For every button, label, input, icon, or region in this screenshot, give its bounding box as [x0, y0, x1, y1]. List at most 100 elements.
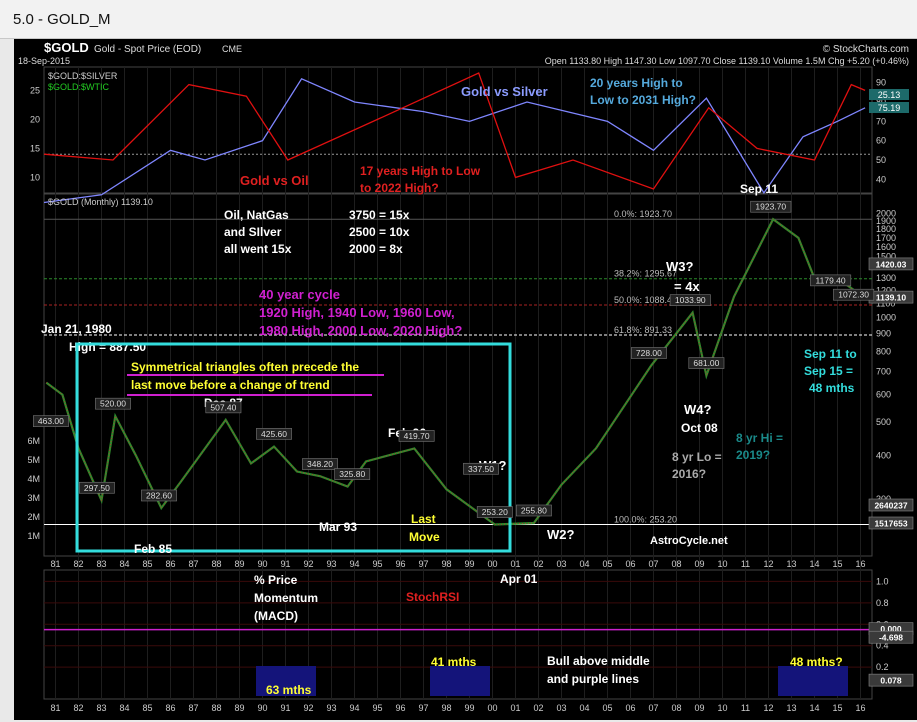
wave-w2: W2? — [547, 527, 575, 542]
x-tick-label-bottom: 00 — [487, 703, 497, 713]
price-tick: 700 — [876, 366, 891, 376]
window-title-bar: 5.0 - GOLD_M — [0, 0, 917, 39]
x-tick-label: 92 — [303, 559, 313, 569]
point-label-box — [95, 397, 131, 410]
annotation-cycle-2: 1980 High, 2000 Low, 2020 High? — [259, 323, 462, 338]
annotation-41mths: 41 mths — [431, 655, 477, 669]
indicator-badge-text: -4.698 — [879, 633, 903, 643]
point-label-255.80: 255.80 — [521, 505, 547, 515]
indicator-badge-text: 0.078 — [880, 676, 902, 686]
x-tick-label-bottom: 82 — [73, 703, 83, 713]
price-badge — [868, 498, 914, 512]
wave-w4: W4? — [684, 402, 712, 417]
point-label-box — [79, 481, 115, 494]
annotation-sep-3: 48 mths — [809, 381, 855, 395]
annotation-ratio-3: 2000 = 8x — [349, 242, 403, 256]
point-label-box — [256, 428, 292, 440]
x-tick-label: 89 — [234, 559, 244, 569]
annotation-gold-vs-oil: Gold vs Oil — [240, 173, 309, 188]
x-tick-label: 91 — [280, 559, 290, 569]
x-tick-label: 03 — [556, 559, 566, 569]
point-labels: 463.00 520.00 297.50 282.60 507.40 425.60 348.… — [32, 200, 875, 518]
volume-tick: 1M — [27, 531, 40, 541]
wave-w3: W3? — [666, 259, 694, 274]
x-tick-label-bottom: 01 — [510, 703, 520, 713]
x-tick-label: 99 — [464, 559, 474, 569]
price-panel — [43, 193, 873, 557]
annotation-63mths: 63 mths — [266, 683, 312, 697]
x-tick-label: 94 — [349, 559, 359, 569]
point-label-box — [833, 288, 875, 301]
price-badge-text: 1420.03 — [876, 259, 907, 269]
badge-ratio-silver — [869, 89, 909, 100]
annotation-last: Last — [411, 512, 436, 526]
indicator-label-3: (MACD) — [254, 609, 298, 623]
x-tick-label-bottom: 03 — [556, 703, 566, 713]
point-label-297.50: 297.50 — [84, 483, 110, 493]
price-tick: 1500 — [876, 252, 896, 262]
x-tick-label: 90 — [257, 559, 267, 569]
x-tick-label-bottom: 13 — [786, 703, 796, 713]
annotation-20yr-1: 20 years High to — [590, 76, 683, 90]
point-label-box — [688, 357, 725, 369]
symbol-label: $GOLD — [44, 40, 89, 55]
point-label-325.80: 325.80 — [339, 469, 365, 479]
x-tick-label-bottom: 11 — [741, 703, 750, 713]
badge-ratio-oil — [869, 102, 909, 113]
volume-tick: 3M — [27, 493, 40, 503]
annotation-8yr-hi-2: 2019? — [736, 448, 770, 462]
gold-chart: $GOLD Gold - Spot Price (EOD) CME © Stoc… — [14, 39, 917, 720]
point-label-box — [141, 489, 177, 502]
price-badges: 1420.03 1139.10 2640237 1517653 — [868, 257, 914, 530]
oversold-block-2 — [430, 666, 490, 696]
point-label-419.70: 419.70 — [404, 431, 430, 441]
annotation-gold-vs-silver: Gold vs Silver — [461, 84, 548, 99]
wave-w3-ratio: = 4x — [674, 279, 700, 294]
date-label: 18-Sep-2015 — [18, 56, 70, 66]
annotation-ratio-2: 2500 = 10x — [349, 225, 410, 239]
price-badge — [868, 257, 914, 271]
price-tick: 1200 — [876, 285, 896, 295]
volume-tick: 6M — [27, 436, 40, 446]
gold-silver-ratio-line — [43, 77, 866, 204]
x-tick-label: 02 — [533, 559, 543, 569]
ratio-right-tick: 90 — [876, 78, 886, 88]
price-tick: 2000 — [876, 208, 896, 218]
watermark: © StockCharts.com — [823, 44, 909, 55]
x-tick-label: 84 — [119, 559, 129, 569]
price-badge-text: 2640237 — [874, 501, 907, 511]
badge-ratio-oil-text: 75.19 — [878, 103, 901, 113]
x-tick-label: 81 — [50, 559, 60, 569]
gold-price-candles — [46, 218, 866, 525]
indicator-tick: 1.0 — [876, 576, 889, 586]
x-tick-label-bottom: 81 — [50, 703, 60, 713]
fib-level-label: 100.0%: 253.20 — [614, 515, 677, 525]
point-label-box — [398, 430, 435, 442]
point-label-box — [302, 458, 338, 470]
annotation-sep11: Sep 11 — [740, 182, 778, 196]
x-tick-label-bottom: 97 — [418, 703, 428, 713]
annotation-oil-2: and SIlver — [224, 225, 282, 239]
volume-tick: 5M — [27, 455, 40, 465]
x-tick-label: 93 — [326, 559, 336, 569]
x-tick-label-bottom: 87 — [188, 703, 198, 713]
x-tick-label: 96 — [395, 559, 405, 569]
point-label-282.60: 282.60 — [146, 490, 172, 500]
x-tick-label: 07 — [648, 559, 658, 569]
x-tick-label: 10 — [717, 559, 727, 569]
indicator-label-stochrsi: StochRSI — [406, 590, 459, 604]
x-tick-label-bottom: 96 — [395, 703, 405, 713]
point-label-box — [463, 462, 499, 475]
x-tick-label: 09 — [694, 559, 704, 569]
x-tick-label-bottom: 02 — [533, 703, 543, 713]
x-tick-label: 12 — [763, 559, 773, 569]
annotation-oil-3: all went 15x — [224, 242, 292, 256]
fib-level-label: 0.0%: 1923.70 — [614, 209, 672, 219]
ratio-left-tick: 20 — [30, 114, 40, 124]
x-tick-label: 14 — [809, 559, 819, 569]
price-tick: 400 — [876, 451, 891, 461]
indicator-tick: 0.2 — [876, 662, 889, 672]
annotation-jan80-1: Jan 21, 1980 — [41, 322, 112, 336]
x-tick-label: 86 — [165, 559, 175, 569]
point-label-1923.70: 1923.70 — [755, 202, 786, 212]
